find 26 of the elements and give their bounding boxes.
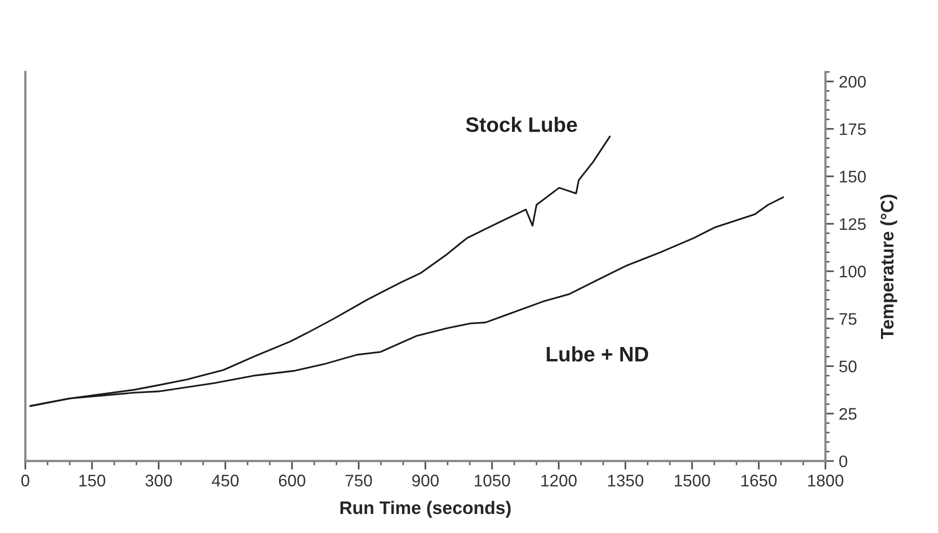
y-tick-label: 100 bbox=[840, 266, 866, 278]
x-tick-label: 1800 bbox=[808, 474, 844, 486]
y-tick-label: 25 bbox=[839, 408, 856, 420]
x-axis-title: Run Time (seconds) bbox=[340, 500, 511, 518]
y-axis-title: Temperature (°C) bbox=[880, 194, 898, 339]
x-tick-label: 1050 bbox=[474, 474, 510, 486]
x-tick-label: 1650 bbox=[742, 474, 777, 486]
y-tick-label: 175 bbox=[840, 123, 866, 136]
x-tick-label: 750 bbox=[346, 474, 372, 486]
y-tick-label: 125 bbox=[840, 218, 866, 230]
text: Lube + ND bbox=[546, 346, 648, 362]
y-tick-label: 75 bbox=[839, 313, 856, 325]
y-tick-label: 0 bbox=[839, 455, 848, 468]
x-tick-label: 450 bbox=[212, 474, 239, 486]
x-tick-label: 900 bbox=[412, 474, 439, 486]
y-tick-label: 50 bbox=[839, 360, 857, 372]
x-tick-label: 150 bbox=[79, 474, 106, 486]
y-tick-label: 200 bbox=[839, 76, 866, 88]
x-tick-label: 1350 bbox=[608, 474, 644, 486]
series-label: Stock Lube bbox=[466, 116, 577, 132]
x-tick-label: 1200 bbox=[541, 474, 577, 486]
x-tick-label: 300 bbox=[145, 474, 172, 486]
y-tick-label: 150 bbox=[840, 170, 866, 183]
x-tick-label: 600 bbox=[278, 474, 306, 486]
x-tick-label: 0 bbox=[21, 474, 30, 486]
x-tick-label: 1500 bbox=[674, 474, 710, 486]
